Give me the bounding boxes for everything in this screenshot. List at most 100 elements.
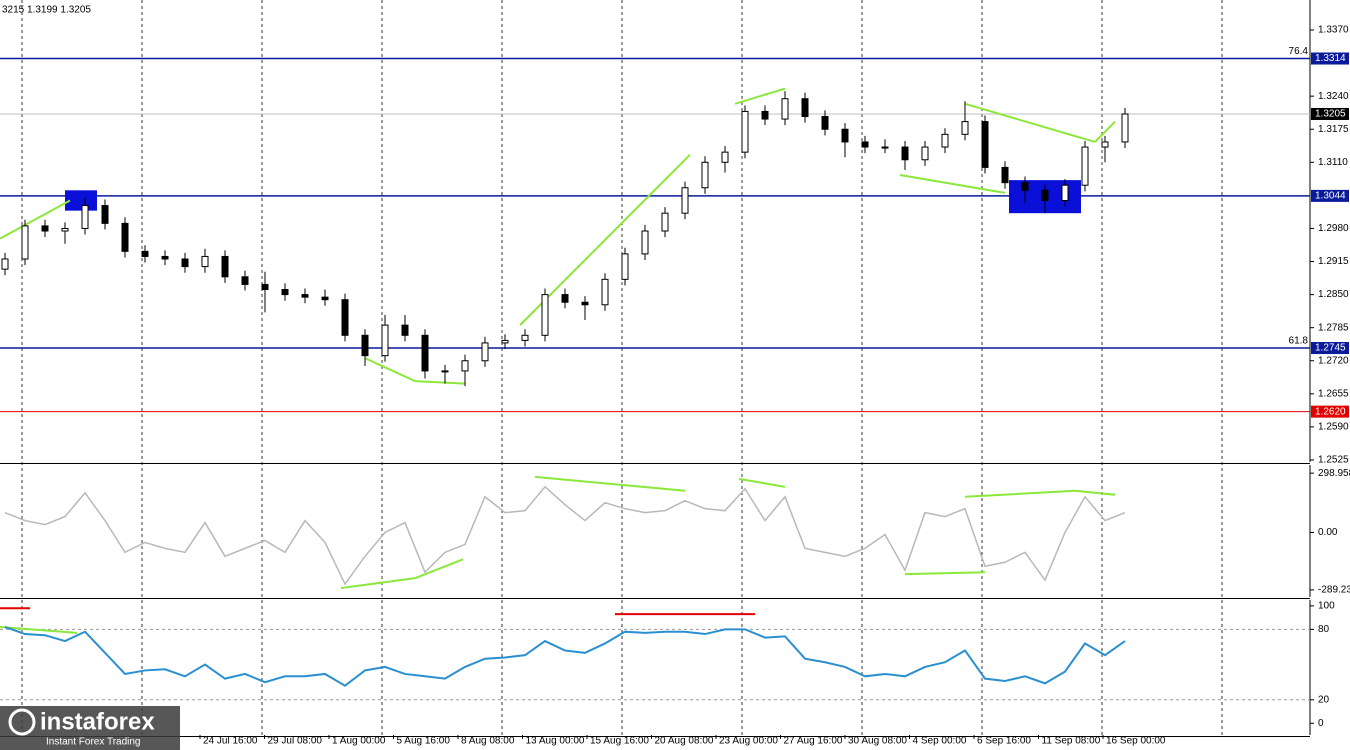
- candle-body: [781, 98, 789, 120]
- y-tick-label: 1.2915: [1318, 256, 1349, 267]
- price-level-box: [1311, 189, 1349, 202]
- y-tick-label: 1.2850: [1318, 289, 1349, 300]
- candle-body: [1061, 184, 1069, 201]
- candle-body: [181, 258, 189, 268]
- candle-body: [61, 227, 69, 232]
- y-tick-label: 0: [1318, 718, 1324, 729]
- candle-body: [1001, 166, 1009, 184]
- candle-body: [841, 128, 849, 143]
- x-tick-label: 13 Aug 00:00: [526, 736, 585, 747]
- y-tick-label: 1.3240: [1318, 91, 1349, 102]
- trend-line: [0, 626, 78, 634]
- price-level-box: [1311, 405, 1349, 418]
- trend-line: [1094, 120, 1116, 143]
- watermark-tagline: Instant Forex Trading: [46, 737, 141, 748]
- trend-line: [0, 199, 71, 240]
- candle-body: [521, 334, 529, 341]
- candle-body: [321, 296, 329, 301]
- y-tick-label: 298.9583: [1318, 468, 1350, 479]
- candle-body: [221, 255, 229, 278]
- candle-body: [121, 222, 129, 252]
- candle-body: [1, 258, 9, 270]
- x-tick-label: 16 Sep 00:00: [1106, 736, 1166, 747]
- y-tick-label: 1.2785: [1318, 322, 1349, 333]
- candle-body: [741, 110, 749, 153]
- candle-body: [21, 225, 29, 260]
- candle-body: [681, 187, 689, 214]
- trend-line: [1074, 489, 1116, 496]
- candle-body: [421, 334, 429, 372]
- candle-body: [901, 146, 909, 161]
- candle-body: [461, 360, 469, 372]
- trend-line: [364, 357, 416, 383]
- candle-body: [81, 205, 89, 229]
- current-price-label: 1.3205: [1315, 109, 1346, 120]
- candle-body: [1121, 113, 1129, 143]
- indicator-line: [4, 485, 1126, 586]
- candle-body: [601, 278, 609, 306]
- price-level-label: 1.3044: [1315, 191, 1346, 202]
- y-tick-label: 1.3370: [1318, 25, 1349, 36]
- candle-body: [801, 98, 809, 118]
- candle-body: [281, 289, 289, 296]
- y-tick-label: 0.00: [1318, 527, 1338, 538]
- zone-box: [65, 190, 97, 211]
- x-tick-label: 29 Jul 08:00: [268, 736, 323, 747]
- trend-line: [904, 571, 986, 576]
- trend-line: [964, 102, 1096, 143]
- candle-body: [821, 116, 829, 130]
- candle-body: [101, 205, 109, 224]
- x-tick-label: 5 Aug 16:00: [397, 736, 451, 747]
- candle-body: [241, 276, 249, 285]
- x-tick-label: 6 Sep 16:00: [977, 736, 1031, 747]
- candle-body: [361, 334, 369, 357]
- y-tick-label: 1.2980: [1318, 223, 1349, 234]
- price-level-label: 1.3314: [1315, 53, 1346, 64]
- candle-body: [1041, 189, 1049, 201]
- candle-body: [41, 225, 49, 232]
- candle-body: [761, 110, 769, 120]
- y-tick-label: -289.236: [1318, 585, 1350, 596]
- indicator-line: [4, 626, 1126, 687]
- x-tick-label: 20 Aug 08:00: [655, 736, 714, 747]
- candle-body: [481, 342, 489, 362]
- y-tick-label: 1.2720: [1318, 355, 1349, 366]
- fib-label: 61.8: [1289, 336, 1309, 347]
- watermark-logo: [8, 708, 36, 736]
- price-level-box: [1311, 52, 1349, 65]
- fib-label: 76.4: [1289, 46, 1309, 57]
- current-price-box: [1311, 107, 1349, 120]
- candle-body: [581, 301, 589, 306]
- trend-line: [414, 380, 466, 385]
- candle-body: [541, 294, 549, 336]
- x-tick-label: 23 Aug 00:00: [719, 736, 778, 747]
- y-tick-label: 80: [1318, 624, 1330, 635]
- y-tick-label: 1.2525: [1318, 455, 1349, 466]
- y-tick-label: 1.2590: [1318, 422, 1349, 433]
- candle-body: [661, 212, 669, 232]
- y-tick-label: 1.3175: [1318, 124, 1349, 135]
- candle-body: [381, 324, 389, 357]
- x-tick-label: 8 Aug 08:00: [461, 736, 515, 747]
- x-tick-label: 27 Aug 16:00: [784, 736, 843, 747]
- trend-line: [899, 174, 1006, 194]
- candle-body: [341, 299, 349, 336]
- candle-body: [941, 133, 949, 148]
- candle-body: [441, 370, 449, 373]
- x-tick-label: 4 Sep 00:00: [913, 736, 967, 747]
- trend-line: [414, 558, 464, 580]
- candle-body: [141, 250, 149, 257]
- x-tick-label: 15 Aug 16:00: [590, 736, 649, 747]
- trend-line: [964, 489, 1076, 498]
- price-level-label: 1.2620: [1315, 406, 1346, 417]
- candle-body: [621, 253, 629, 280]
- candle-body: [981, 121, 989, 168]
- candle-body: [921, 146, 929, 161]
- y-tick-label: 100: [1318, 601, 1335, 612]
- y-tick-label: 20: [1318, 694, 1330, 705]
- y-tick-label: 1.2655: [1318, 388, 1349, 399]
- candle-body: [701, 161, 709, 189]
- x-tick-label: 24 Jul 16:00: [203, 736, 258, 747]
- trend-line: [738, 477, 786, 488]
